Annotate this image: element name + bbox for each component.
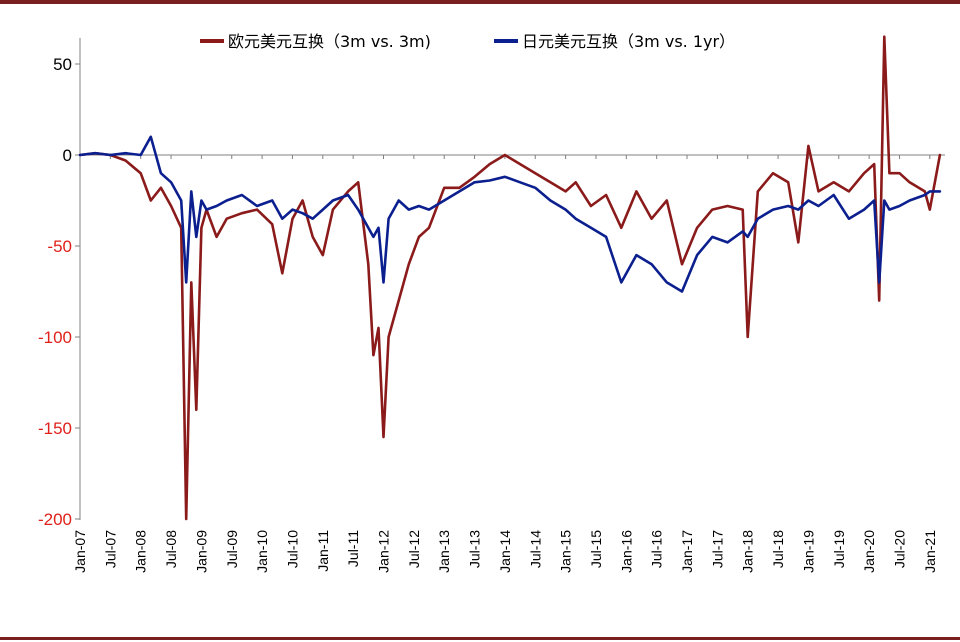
y-tick-label: -50 (47, 237, 72, 256)
legend-label-eur: 欧元美元互换（3m vs. 3m) (228, 32, 431, 51)
chart-legend: 欧元美元互换（3m vs. 3m) 日元美元互换（3m vs. 1yr） (200, 32, 735, 51)
x-tick-label: Jul-09 (224, 530, 240, 568)
bottom-border (0, 637, 960, 640)
x-tick-label: Jul-11 (345, 530, 361, 567)
y-tick-label: -200 (38, 510, 72, 529)
x-tick-label: Jan-21 (922, 530, 938, 573)
y-tick-label: 0 (63, 146, 72, 165)
x-tick-label: Jul-13 (467, 530, 483, 568)
x-tick-label: Jul-17 (709, 530, 725, 568)
x-tick-label: Jul-19 (831, 530, 847, 568)
series-line-eur-usd (78, 35, 942, 521)
x-tick-label: Jan-10 (254, 530, 270, 573)
x-tick-label: Jul-12 (406, 530, 422, 568)
x-tick-label: Jul-07 (102, 530, 118, 568)
chart-series-layer (78, 35, 942, 521)
x-tick-label: Jul-15 (588, 530, 604, 568)
x-tick-label: Jul-10 (284, 530, 300, 568)
top-border (0, 0, 960, 4)
x-tick-label: Jan-20 (861, 530, 877, 573)
x-tick-label: Jan-11 (315, 530, 331, 572)
x-tick-label: Jan-19 (800, 530, 816, 573)
x-tick-label: Jan-12 (376, 530, 392, 573)
legend-label-jpy: 日元美元互换（3m vs. 1yr） (522, 32, 735, 51)
x-tick-label: Jan-16 (618, 530, 634, 573)
x-tick-label: Jan-13 (436, 530, 452, 573)
x-tick-label: Jan-09 (193, 530, 209, 573)
x-tick-label: Jul-16 (649, 530, 665, 568)
x-tick-label: Jan-17 (679, 530, 695, 573)
x-tick-label: Jan-14 (497, 530, 513, 573)
x-tick-label: Jan-18 (740, 530, 756, 573)
x-tick-label: Jul-08 (163, 530, 179, 568)
x-tick-label: Jan-15 (558, 530, 574, 573)
y-tick-label: 50 (53, 55, 72, 74)
x-tick-label: Jul-18 (770, 530, 786, 568)
x-tick-label: Jul-14 (527, 530, 543, 568)
x-tick-label: Jul-20 (891, 530, 907, 568)
x-tick-label: Jan-07 (72, 530, 88, 573)
series-line-jpy-usd (78, 135, 942, 293)
x-tick-label: Jan-08 (133, 530, 149, 573)
y-tick-label: -100 (38, 328, 72, 347)
y-tick-label: -150 (38, 419, 72, 438)
